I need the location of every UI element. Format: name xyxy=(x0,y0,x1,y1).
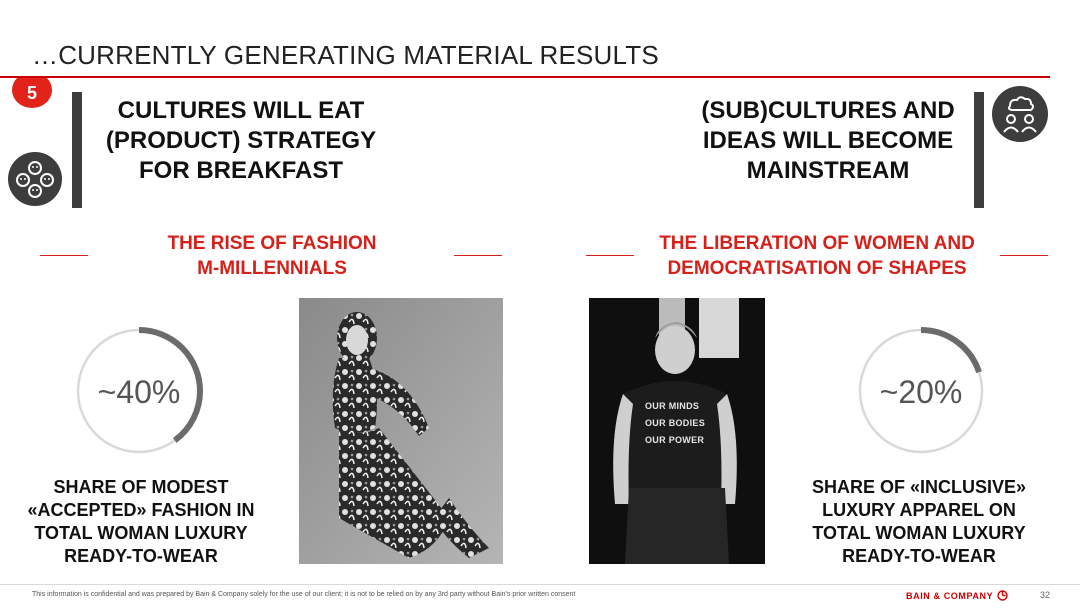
left-caption: SHARE OF MODEST «ACCEPTED» FASHION IN TO… xyxy=(10,476,272,568)
right-headline-line: (SUB)CULTURES AND xyxy=(701,97,955,124)
page-title: …CURRENTLY GENERATING MATERIAL RESULTS xyxy=(32,40,659,70)
left-caption-line: SHARE OF MODEST xyxy=(53,477,229,497)
right-heading-line-right xyxy=(1000,255,1048,256)
section-number-badge: 5 xyxy=(12,78,52,108)
left-share-value: ~40% xyxy=(97,374,181,410)
right-caption-line: SHARE OF «INCLUSIVE» xyxy=(811,477,1027,497)
right-subheading-line: DEMOCRATISATION OF SHAPES xyxy=(667,258,967,279)
brand-logo: BAIN & COMPANY xyxy=(906,590,1008,601)
right-caption: SHARE OF «INCLUSIVE» LUXURY APPAREL ON T… xyxy=(790,476,1048,568)
page-number: 32 xyxy=(1040,590,1051,600)
modest-fashion-photo xyxy=(299,298,503,564)
left-headline-line: (PRODUCT) STRATEGY xyxy=(105,127,377,154)
right-caption-line: READY-TO-WEAR xyxy=(842,546,996,566)
people-chat-icon xyxy=(8,152,62,206)
left-subheading: THE RISE OF FASHION M-MILLENNIALS xyxy=(110,231,434,281)
footer-divider xyxy=(0,584,1080,585)
left-headline-line: CULTURES WILL EAT xyxy=(117,97,365,124)
right-subheading: THE LIBERATION OF WOMEN AND DEMOCRATISAT… xyxy=(636,231,998,281)
left-share-gauge xyxy=(74,326,204,456)
left-caption-line: TOTAL WOMAN LUXURY xyxy=(34,523,248,543)
left-subheading-line: M-MILLENNIALS xyxy=(197,258,347,279)
left-caption-line: READY-TO-WEAR xyxy=(64,546,218,566)
left-headline: CULTURES WILL EAT (PRODUCT) STRATEGY FOR… xyxy=(86,96,396,186)
title-divider xyxy=(0,76,1050,78)
left-heading-line-left xyxy=(40,255,88,256)
left-gauge-fill xyxy=(75,327,203,455)
left-subheading-line: THE RISE OF FASHION xyxy=(167,233,377,254)
section-number: 5 xyxy=(26,82,37,103)
left-heading-line-right xyxy=(454,255,502,256)
inclusive-fashion-photo: OUR MINDS OUR BODIES OUR POWER xyxy=(589,298,765,564)
bain-circle-icon xyxy=(997,590,1008,601)
thought-cloud-people-icon xyxy=(992,86,1048,142)
shirt-slogan-line: OUR BODIES xyxy=(645,418,706,428)
brand-name: BAIN & COMPANY xyxy=(906,590,994,601)
right-subheading-line: THE LIBERATION OF WOMEN AND xyxy=(659,233,975,254)
right-caption-line: LUXURY APPAREL ON xyxy=(822,500,1016,520)
right-caption-line: TOTAL WOMAN LUXURY xyxy=(812,523,1026,543)
right-headline: (SUB)CULTURES AND IDEAS WILL BECOME MAIN… xyxy=(680,96,976,186)
left-headline-line: FOR BREAKFAST xyxy=(139,157,343,184)
right-gauge-fill xyxy=(857,327,985,455)
right-headline-line: IDEAS WILL BECOME xyxy=(702,127,954,154)
footer-disclaimer: This information is confidential and was… xyxy=(32,591,576,598)
right-heading-line-left xyxy=(586,255,634,256)
left-caption-line: «ACCEPTED» FASHION IN xyxy=(27,500,255,520)
left-accent-bar xyxy=(72,92,82,208)
right-headline-line: MAINSTREAM xyxy=(746,157,910,184)
shirt-slogan-line: OUR POWER xyxy=(645,435,705,445)
shirt-slogan-line: OUR MINDS xyxy=(645,401,700,411)
right-accent-bar xyxy=(974,92,984,208)
right-share-value: ~20% xyxy=(879,374,963,410)
shirt-slogan: OUR MINDS OUR BODIES OUR POWER xyxy=(645,398,725,449)
right-share-gauge xyxy=(856,326,986,456)
